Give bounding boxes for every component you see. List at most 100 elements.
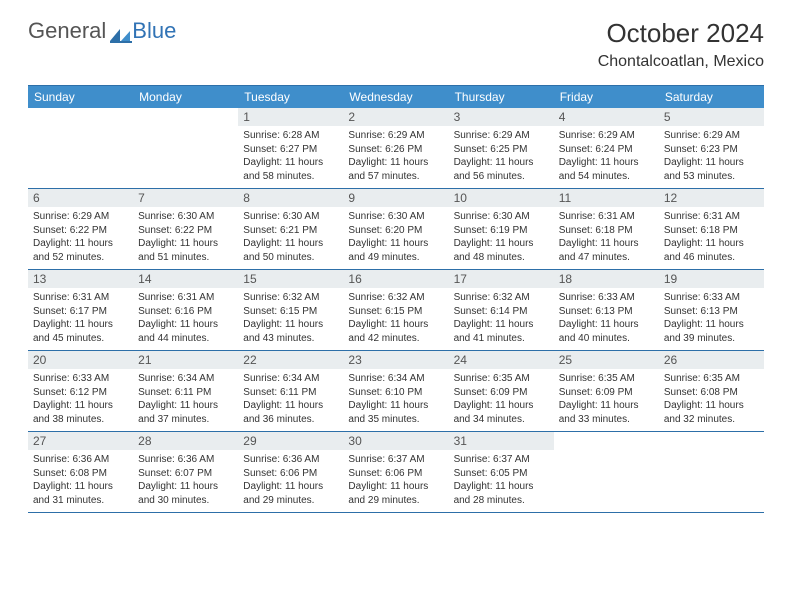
day-info: Sunrise: 6:32 AMSunset: 6:14 PMDaylight:… [449,288,554,350]
day-cell-12: 12Sunrise: 6:31 AMSunset: 6:18 PMDayligh… [659,189,764,269]
day-cell-13: 13Sunrise: 6:31 AMSunset: 6:17 PMDayligh… [28,270,133,350]
day-cell-28: 28Sunrise: 6:36 AMSunset: 6:07 PMDayligh… [133,432,238,512]
week-row: ....1Sunrise: 6:28 AMSunset: 6:27 PMDayl… [28,108,764,189]
sunrise-line: Sunrise: 6:36 AM [243,453,338,467]
daylight-line: Daylight: 11 hours and 30 minutes. [138,480,233,507]
day-cell-1: 1Sunrise: 6:28 AMSunset: 6:27 PMDaylight… [238,108,343,188]
day-cell-19: 19Sunrise: 6:33 AMSunset: 6:13 PMDayligh… [659,270,764,350]
daylight-line: Daylight: 11 hours and 35 minutes. [348,399,443,426]
daylight-line: Daylight: 11 hours and 54 minutes. [559,156,654,183]
day-info: Sunrise: 6:37 AMSunset: 6:05 PMDaylight:… [449,450,554,512]
dow-saturday: Saturday [659,86,764,108]
day-number: 16 [343,270,448,288]
sunset-line: Sunset: 6:08 PM [664,386,759,400]
sunset-line: Sunset: 6:24 PM [559,143,654,157]
day-number: 1 [238,108,343,126]
sunrise-line: Sunrise: 6:31 AM [33,291,128,305]
sunrise-line: Sunrise: 6:34 AM [348,372,443,386]
day-number: 27 [28,432,133,450]
sunset-line: Sunset: 6:15 PM [348,305,443,319]
brand-logo: General Blue [28,18,176,44]
sunset-line: Sunset: 6:08 PM [33,467,128,481]
sunset-line: Sunset: 6:18 PM [664,224,759,238]
day-number: 28 [133,432,238,450]
sunset-line: Sunset: 6:06 PM [243,467,338,481]
sunrise-line: Sunrise: 6:33 AM [33,372,128,386]
day-number: 24 [449,351,554,369]
daylight-line: Daylight: 11 hours and 48 minutes. [454,237,549,264]
day-cell-15: 15Sunrise: 6:32 AMSunset: 6:15 PMDayligh… [238,270,343,350]
day-info: Sunrise: 6:29 AMSunset: 6:23 PMDaylight:… [659,126,764,188]
sunrise-line: Sunrise: 6:32 AM [454,291,549,305]
daylight-line: Daylight: 11 hours and 58 minutes. [243,156,338,183]
day-cell-empty: .. [28,108,133,188]
day-info: Sunrise: 6:33 AMSunset: 6:12 PMDaylight:… [28,369,133,431]
sunset-line: Sunset: 6:27 PM [243,143,338,157]
daylight-line: Daylight: 11 hours and 28 minutes. [454,480,549,507]
day-info: Sunrise: 6:35 AMSunset: 6:09 PMDaylight:… [449,369,554,431]
sunset-line: Sunset: 6:09 PM [454,386,549,400]
sunset-line: Sunset: 6:13 PM [559,305,654,319]
sunset-line: Sunset: 6:25 PM [454,143,549,157]
day-number: 15 [238,270,343,288]
daylight-line: Daylight: 11 hours and 44 minutes. [138,318,233,345]
daylight-line: Daylight: 11 hours and 38 minutes. [33,399,128,426]
daylight-line: Daylight: 11 hours and 40 minutes. [559,318,654,345]
sunrise-line: Sunrise: 6:28 AM [243,129,338,143]
day-number: 19 [659,270,764,288]
sunrise-line: Sunrise: 6:30 AM [454,210,549,224]
day-number: 4 [554,108,659,126]
sunrise-line: Sunrise: 6:34 AM [138,372,233,386]
sunset-line: Sunset: 6:05 PM [454,467,549,481]
daylight-line: Daylight: 11 hours and 39 minutes. [664,318,759,345]
sunrise-line: Sunrise: 6:35 AM [454,372,549,386]
sunrise-line: Sunrise: 6:35 AM [559,372,654,386]
daylight-line: Daylight: 11 hours and 33 minutes. [559,399,654,426]
sunrise-line: Sunrise: 6:31 AM [664,210,759,224]
daylight-line: Daylight: 11 hours and 47 minutes. [559,237,654,264]
sunrise-line: Sunrise: 6:33 AM [664,291,759,305]
day-number: 22 [238,351,343,369]
sunrise-line: Sunrise: 6:31 AM [138,291,233,305]
day-number: 21 [133,351,238,369]
day-cell-empty: .. [133,108,238,188]
day-info: Sunrise: 6:34 AMSunset: 6:10 PMDaylight:… [343,369,448,431]
daylight-line: Daylight: 11 hours and 56 minutes. [454,156,549,183]
day-number: 18 [554,270,659,288]
dow-monday: Monday [133,86,238,108]
sunrise-line: Sunrise: 6:30 AM [243,210,338,224]
day-info: Sunrise: 6:32 AMSunset: 6:15 PMDaylight:… [238,288,343,350]
day-info: Sunrise: 6:33 AMSunset: 6:13 PMDaylight:… [554,288,659,350]
daylight-line: Daylight: 11 hours and 45 minutes. [33,318,128,345]
sunrise-line: Sunrise: 6:32 AM [348,291,443,305]
header: General Blue October 2024 Chontalcoatlan… [28,18,764,71]
day-cell-10: 10Sunrise: 6:30 AMSunset: 6:19 PMDayligh… [449,189,554,269]
day-cell-empty: .. [554,432,659,512]
day-info: Sunrise: 6:30 AMSunset: 6:21 PMDaylight:… [238,207,343,269]
day-info: Sunrise: 6:37 AMSunset: 6:06 PMDaylight:… [343,450,448,512]
sunset-line: Sunset: 6:20 PM [348,224,443,238]
sunset-line: Sunset: 6:11 PM [138,386,233,400]
day-number: 31 [449,432,554,450]
day-number: 12 [659,189,764,207]
day-cell-6: 6Sunrise: 6:29 AMSunset: 6:22 PMDaylight… [28,189,133,269]
day-number: 13 [28,270,133,288]
daylight-line: Daylight: 11 hours and 42 minutes. [348,318,443,345]
dow-wednesday: Wednesday [343,86,448,108]
day-cell-24: 24Sunrise: 6:35 AMSunset: 6:09 PMDayligh… [449,351,554,431]
calendar: SundayMondayTuesdayWednesdayThursdayFrid… [28,85,764,513]
sunset-line: Sunset: 6:21 PM [243,224,338,238]
sunset-line: Sunset: 6:06 PM [348,467,443,481]
daylight-line: Daylight: 11 hours and 34 minutes. [454,399,549,426]
day-cell-17: 17Sunrise: 6:32 AMSunset: 6:14 PMDayligh… [449,270,554,350]
sunset-line: Sunset: 6:11 PM [243,386,338,400]
sunrise-line: Sunrise: 6:29 AM [348,129,443,143]
day-info: Sunrise: 6:34 AMSunset: 6:11 PMDaylight:… [133,369,238,431]
day-cell-18: 18Sunrise: 6:33 AMSunset: 6:13 PMDayligh… [554,270,659,350]
brand-sail-icon [110,23,132,39]
day-cell-2: 2Sunrise: 6:29 AMSunset: 6:26 PMDaylight… [343,108,448,188]
day-info: Sunrise: 6:28 AMSunset: 6:27 PMDaylight:… [238,126,343,188]
sunrise-line: Sunrise: 6:36 AM [138,453,233,467]
sunrise-line: Sunrise: 6:32 AM [243,291,338,305]
daylight-line: Daylight: 11 hours and 52 minutes. [33,237,128,264]
